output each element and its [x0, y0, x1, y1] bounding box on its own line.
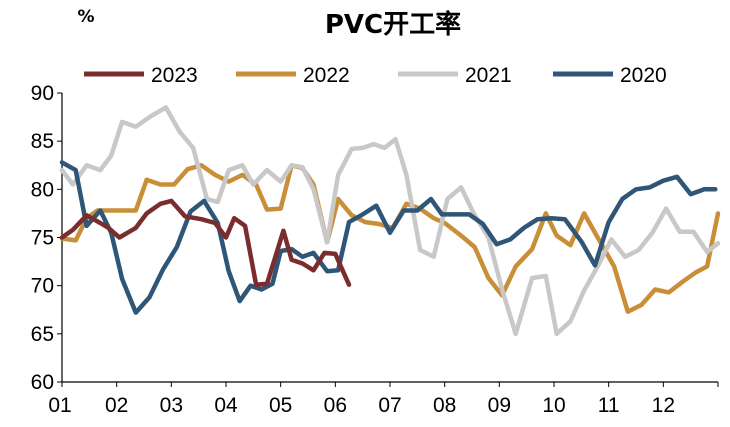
chart-title: PVC开工率	[325, 9, 461, 40]
series-layer	[59, 105, 721, 337]
y-tick-label: 75	[31, 227, 54, 250]
y-tick-label: 85	[31, 130, 54, 153]
y-tick-label: 60	[31, 371, 54, 394]
x-tick-label: 04	[214, 394, 238, 417]
y-axis-unit-label: %	[77, 7, 94, 27]
x-tick-label: 11	[598, 394, 620, 417]
x-tick-label: 05	[269, 394, 292, 417]
series-line-2020	[59, 160, 718, 315]
legend: 2023 2022 2021 2020	[84, 64, 667, 87]
legend-label-2021: 2021	[465, 64, 512, 87]
y-tick-label: 90	[31, 82, 54, 105]
x-tick-label: 08	[433, 394, 456, 417]
legend-label-2023: 2023	[151, 64, 198, 87]
x-tick-label: 03	[160, 394, 183, 417]
x-tick-label: 10	[542, 394, 565, 417]
series-line-2021	[59, 105, 721, 337]
x-tick-label: 07	[378, 394, 401, 417]
series-line-2023	[59, 198, 352, 287]
x-tick-label: 12	[652, 394, 675, 417]
x-tick-label: 02	[105, 394, 128, 417]
x-tick-label: 01	[48, 394, 71, 417]
series-line-2022	[59, 163, 721, 314]
y-tick-label: 70	[31, 275, 54, 298]
y-tick-label: 80	[31, 178, 54, 201]
x-tick-label: 09	[488, 394, 511, 417]
legend-label-2022: 2022	[303, 64, 350, 87]
y-tick-label: 65	[31, 323, 54, 346]
x-tick-label: 06	[324, 394, 347, 417]
legend-label-2020: 2020	[620, 64, 667, 87]
